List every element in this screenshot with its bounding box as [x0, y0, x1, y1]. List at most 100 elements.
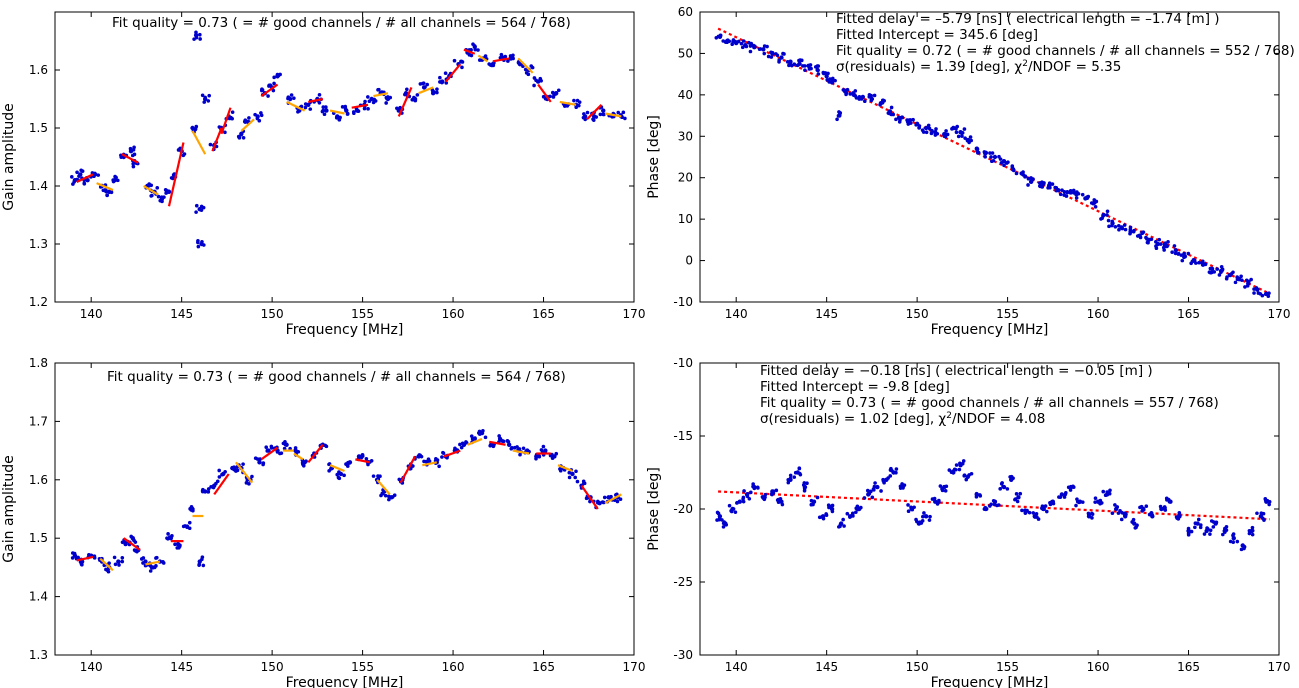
data-point-noise — [1154, 240, 1158, 244]
data-point-noise — [90, 171, 95, 175]
data-point-noise — [1206, 527, 1210, 531]
fit-segment — [307, 444, 324, 463]
data-point-noise — [928, 514, 932, 519]
data-point-noise — [816, 68, 820, 73]
data-point-noise — [193, 127, 198, 131]
data-point-noise — [1090, 516, 1094, 520]
data-point-noise — [567, 475, 572, 480]
fit-segment — [397, 86, 413, 117]
data-point-noise — [1179, 253, 1184, 257]
data-point-noise — [788, 473, 793, 478]
data-point-noise — [1040, 504, 1045, 509]
data-point-noise — [265, 448, 270, 453]
y-tick-label: -30 — [673, 648, 693, 662]
data-point-noise — [109, 190, 114, 195]
data-point-noise — [206, 490, 211, 494]
data-point-noise — [1198, 525, 1203, 530]
data-point-noise — [960, 134, 964, 138]
data-point-noise — [1135, 523, 1139, 528]
data-point-noise — [541, 444, 546, 449]
data-point-noise — [869, 489, 873, 494]
x-tick-label: 145 — [170, 307, 193, 321]
data-point-noise — [77, 174, 81, 178]
y-tick-label: 1.5 — [29, 531, 48, 545]
data-point-noise — [809, 498, 814, 503]
y-tick-label: 10 — [678, 212, 693, 226]
data-point — [1028, 179, 1034, 185]
fit-segment — [444, 63, 462, 83]
data-point-noise — [1170, 250, 1174, 254]
data-point-noise — [293, 448, 297, 453]
data-point-noise — [1163, 508, 1168, 512]
data-point-noise — [337, 470, 341, 474]
data-point-noise — [366, 107, 370, 111]
x-tick-label: 145 — [170, 660, 193, 674]
x-tick-label: 170 — [623, 660, 646, 674]
data-point-noise — [1043, 504, 1048, 508]
data-point-noise — [954, 467, 958, 472]
data-point-noise — [550, 90, 555, 95]
data-point-noise — [460, 65, 464, 70]
data-point-noise — [911, 117, 915, 122]
x-tick-label: 165 — [532, 660, 555, 674]
data-point-noise — [1247, 279, 1251, 284]
data-point-noise — [992, 502, 997, 507]
data-point-noise — [148, 569, 153, 573]
data-point-noise — [112, 555, 117, 560]
panel-top-left: 140 145 150 155 160 165 170 1.2 1.3 1.4 1.5 1.6 Freq… — [1, 11, 645, 338]
data-point-noise — [1235, 277, 1240, 282]
x-tick-label: 150 — [906, 307, 929, 321]
data-point-noise — [175, 546, 180, 550]
data-point-noise — [1208, 528, 1213, 533]
data-point-noise — [573, 475, 578, 480]
data-point-noise — [1208, 266, 1213, 271]
data-point-noise — [574, 105, 579, 110]
data-point-noise — [554, 451, 559, 456]
data-point-noise — [1221, 532, 1225, 537]
data-point-noise — [951, 469, 955, 473]
data-point-noise — [1239, 278, 1244, 282]
data-point-noise — [1149, 237, 1154, 242]
data-point-noise — [214, 481, 218, 486]
data-point-noise — [364, 456, 369, 461]
data-point-noise — [1166, 240, 1170, 244]
data-point-noise — [1108, 488, 1112, 493]
data-point-noise — [1138, 235, 1143, 240]
data-point-noise — [729, 509, 734, 514]
data-point-noise — [802, 64, 807, 68]
data-point-noise — [1085, 195, 1090, 199]
panel-top-right: 140 145 150 155 160 165 170 -10 0 10 20 30 40 50 60 Fre… — [646, 5, 1295, 338]
data-point-noise — [1116, 511, 1121, 515]
data-point-noise — [1107, 224, 1111, 229]
data-point-noise — [962, 474, 967, 478]
fit-segment — [260, 446, 279, 461]
data-point-noise — [1266, 294, 1271, 299]
data-point-noise — [1208, 532, 1212, 536]
data-point-noise — [1117, 227, 1121, 232]
data-point-noise — [1115, 505, 1120, 509]
annotation-line: σ(residuals) = 1.02 [deg], χ2/NDOF = 4.0… — [760, 411, 1045, 427]
data-point-noise — [950, 127, 954, 131]
data-point-noise — [943, 489, 948, 493]
data-point-noise — [217, 468, 222, 473]
data-point-noise — [932, 496, 937, 501]
data-point-noise — [289, 93, 294, 97]
data-point — [1016, 495, 1021, 500]
data-point-noise — [130, 153, 135, 158]
data-point-noise — [541, 94, 546, 99]
data-point-noise — [1080, 500, 1085, 504]
fit-segment — [213, 473, 230, 496]
data-point-noise — [292, 96, 296, 100]
data-point-noise — [279, 451, 284, 455]
data-point-noise — [886, 476, 890, 480]
data-point-noise — [183, 524, 187, 528]
data-point-noise — [902, 483, 907, 487]
data-point — [788, 59, 793, 64]
data-point-noise — [530, 65, 535, 70]
x-tick-label: 160 — [1087, 660, 1110, 674]
data-point-noise — [1107, 491, 1112, 496]
data-point-noise — [815, 495, 820, 500]
data-point-noise — [774, 488, 779, 493]
data-point-noise — [574, 469, 578, 474]
data-point-noise — [150, 193, 154, 198]
